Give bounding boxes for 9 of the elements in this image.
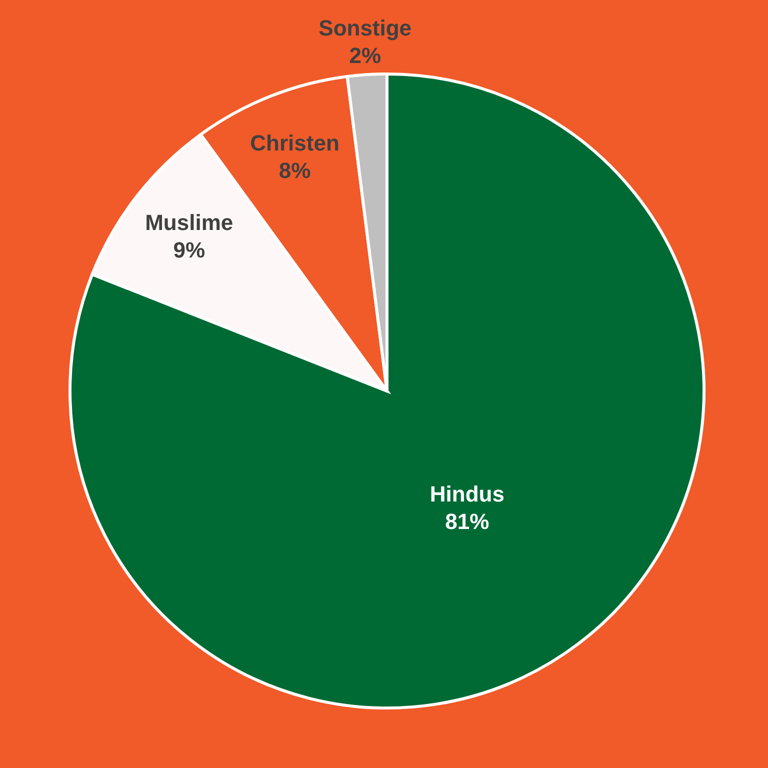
data-label: 9% xyxy=(173,237,206,262)
slice-label: Sonstige xyxy=(318,15,412,40)
pie-slice xyxy=(68,72,706,710)
slice-label: Hindus xyxy=(430,481,504,506)
slice-label: Muslime xyxy=(145,210,234,235)
data-label: 2% xyxy=(349,42,382,68)
slice-label: Christen xyxy=(250,130,340,156)
data-label: 81% xyxy=(445,508,490,534)
data-label: 8% xyxy=(278,158,311,183)
